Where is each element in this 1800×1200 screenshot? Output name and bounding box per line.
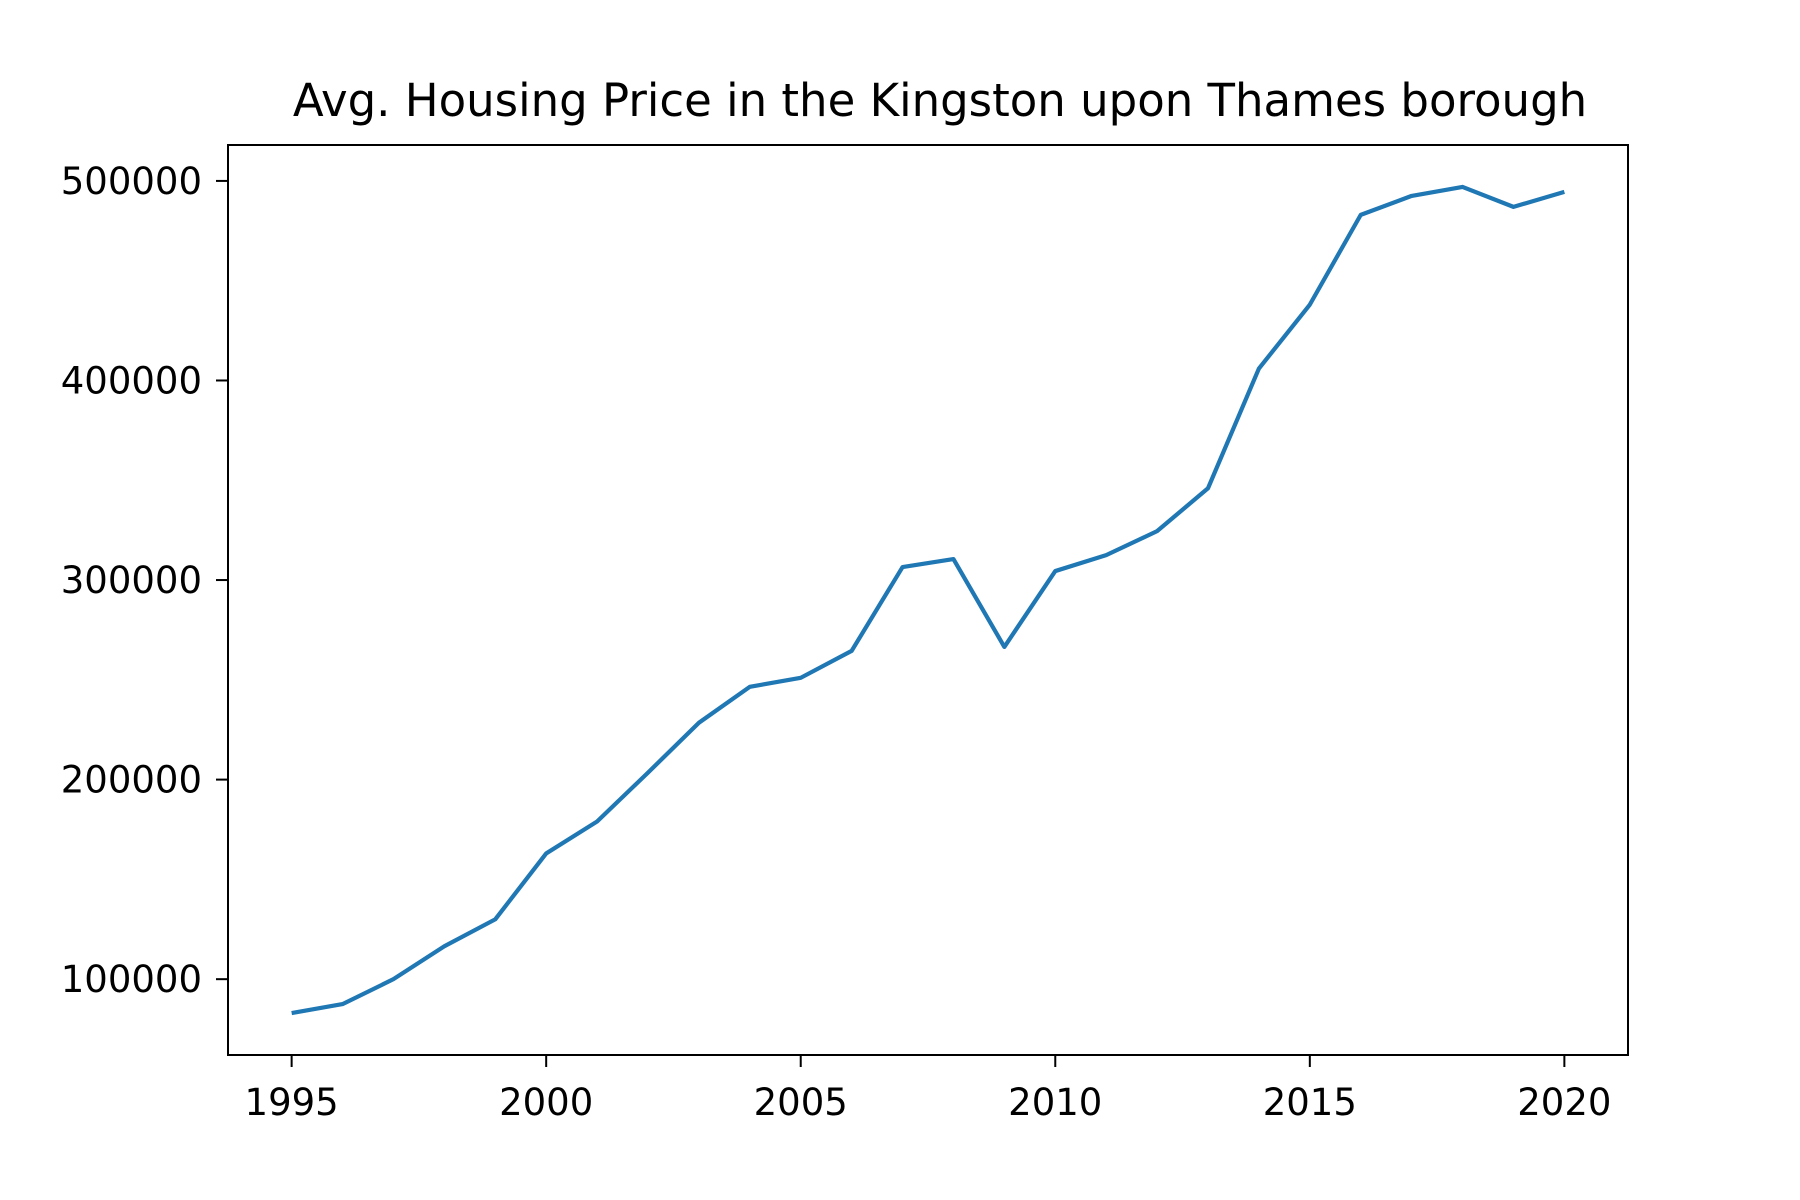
y-tick-label: 200000	[61, 759, 202, 802]
x-tick-label: 2005	[754, 1081, 848, 1124]
plot-area: 1995 2000 2005 2010 2015 2020 100000 200000 3000…	[61, 144, 1629, 1124]
series-line-0	[291, 184, 1565, 1016]
x-tick-label: 2010	[1008, 1081, 1102, 1124]
chart-title: Avg. Housing Price in the Kingston upon …	[293, 74, 1587, 127]
y-tick-label: 300000	[61, 559, 202, 602]
y-tick-label: 500000	[61, 160, 202, 203]
y-tick-label: 400000	[61, 359, 202, 402]
x-tick-label: 2015	[1263, 1081, 1357, 1124]
y-tick-label: 100000	[61, 958, 202, 1001]
x-tick-label: 2000	[499, 1081, 593, 1124]
axes-frame	[227, 144, 1629, 1056]
x-tick-label: 1995	[245, 1081, 339, 1124]
x-tick-label: 2020	[1517, 1081, 1611, 1124]
